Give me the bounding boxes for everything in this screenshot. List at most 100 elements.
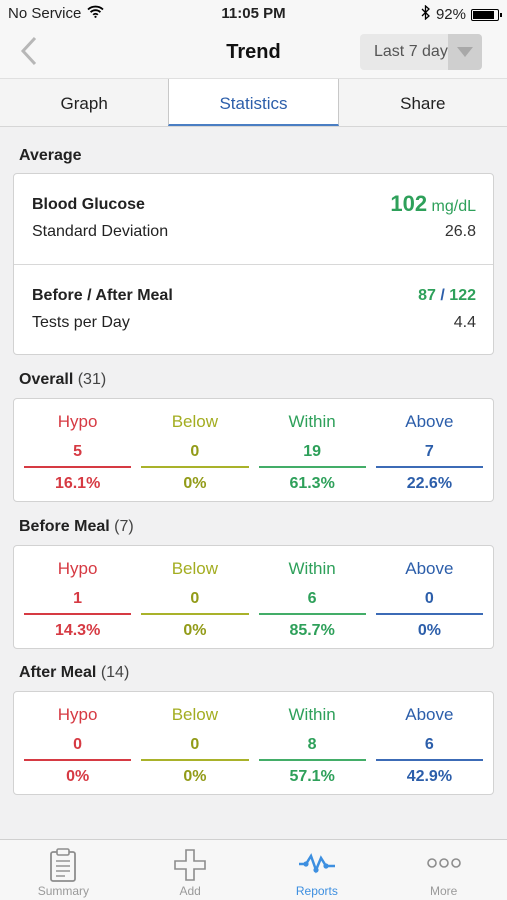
tab-bar-more-label: More [429,884,458,898]
before-meal-within-column: Within 6 85.7% [254,546,371,648]
std-dev-label: Standard Deviation [32,223,169,240]
before-meal-above-column: Above 0 0% [371,546,488,648]
tab-bar-reports[interactable]: Reports [254,840,381,900]
overall-above-count: 7 [424,443,434,460]
tab-bar-add-label: Add [179,884,201,898]
below-label: Below [171,705,219,724]
before-meal-label: Before Meal [19,518,110,535]
before-meal-average: 87 [418,287,436,304]
before-meal-card: Hypo 1 14.3% Below 0 0% Within 6 85.7% A… [13,545,494,649]
more-icon [426,848,462,883]
tab-bar-reports-label: Reports [295,884,338,898]
after-meal-below-count: 0 [190,736,200,753]
tab-graph[interactable]: Graph [60,94,108,113]
tab-bar-summary-label: Summary [37,884,90,898]
hypo-label: Hypo [57,705,98,724]
before-after-values: 87 / 122 [418,287,476,305]
before-meal-count: (7) [114,518,134,535]
before-after-label: Before / After Meal [32,287,173,304]
above-label: Above [405,705,454,724]
range-select[interactable]: Last 7 days [360,34,482,70]
overall-below-column: Below 0 0% [136,399,253,501]
tab-bar-summary[interactable]: Summary [0,840,127,900]
after-meal-above-column: Above 6 42.9% [371,692,488,794]
before-meal-hypo-column: Hypo 1 14.3% [19,546,136,648]
overall-above-column: Above 7 22.6% [371,399,488,501]
status-bar: No Service 11:05 PM 92% [0,0,507,28]
average-heading: Average [19,147,82,164]
before-meal-above-pct: 0% [417,622,441,639]
before-meal-above-count: 0 [424,590,434,607]
below-divider [141,759,249,761]
after-meal-hypo-pct: 0% [66,768,90,785]
before-after-row: Before / After Meal Tests per Day 87 / 1… [14,264,493,354]
within-label: Within [288,705,336,724]
overall-hypo-count: 5 [73,443,83,460]
below-divider [141,466,249,468]
overall-hypo-column: Hypo 5 16.1% [19,399,136,501]
before-meal-heading: Before Meal (7) [19,518,134,536]
hypo-divider [24,613,132,615]
before-meal-within-pct: 85.7% [289,622,335,639]
hypo-label: Hypo [57,412,98,431]
after-meal-within-pct: 57.1% [289,768,335,785]
above-divider [375,613,483,615]
after-meal-average: 122 [449,287,476,304]
before-meal-below-column: Below 0 0% [136,546,253,648]
above-divider [375,466,483,468]
std-dev-value: 26.8 [444,223,476,240]
back-chevron-icon[interactable] [20,36,38,70]
after-meal-card: Hypo 0 0% Below 0 0% Within 8 57.1% Abov… [13,691,494,795]
average-card: Blood Glucose Standard Deviation 102 mg/… [13,173,494,355]
overall-above-pct: 22.6% [406,475,453,492]
overall-below-count: 0 [190,443,200,460]
pulse-icon [297,848,337,883]
before-meal-below-pct: 0% [183,622,207,639]
overall-within-pct: 61.3% [289,475,335,492]
nav-bar: Trend Last 7 days [0,28,507,78]
above-divider [375,759,483,761]
wifi-icon [87,5,104,22]
overall-label: Overall [19,371,74,388]
hypo-divider [24,466,132,468]
hypo-label: Hypo [57,559,98,578]
dropdown-arrow-icon [448,34,482,70]
within-divider [258,466,366,468]
overall-heading: Overall (31) [19,371,106,389]
after-meal-label: After Meal [19,664,97,681]
tab-statistics[interactable]: Statistics [168,79,339,126]
before-meal-hypo-pct: 14.3% [54,622,101,639]
after-meal-heading: After Meal (14) [19,664,129,682]
blood-glucose-unit: mg/dL [431,198,476,215]
before-meal-below-count: 0 [190,590,200,607]
above-label: Above [405,412,454,431]
after-meal-hypo-column: Hypo 0 0% [19,692,136,794]
range-select-value: Last 7 days [374,43,456,60]
within-divider [258,759,366,761]
overall-card: Hypo 5 16.1% Below 0 0% Within 19 61.3% … [13,398,494,502]
below-label: Below [171,412,219,431]
tests-per-day-value: 4.4 [453,314,476,331]
bluetooth-icon [421,4,431,24]
bottom-tab-bar: Summary Add Reports More [0,839,507,900]
after-meal-above-count: 6 [424,736,434,753]
overall-hypo-pct: 16.1% [54,475,101,492]
blood-glucose-row: Blood Glucose Standard Deviation 102 mg/… [14,174,493,264]
tab-bar-add[interactable]: Add [127,840,254,900]
clipboard-icon [48,848,78,887]
within-divider [258,613,366,615]
tab-bar-more[interactable]: More [380,840,507,900]
after-meal-within-count: 8 [307,736,317,753]
after-meal-within-column: Within 8 57.1% [254,692,371,794]
blood-glucose-number: 102 [390,191,428,216]
overall-within-column: Within 19 61.3% [254,399,371,501]
hypo-divider [24,759,132,761]
segmented-tabs: Graph Statistics Share [0,78,507,127]
tests-per-day-label: Tests per Day [32,314,130,331]
overall-within-count: 19 [303,443,322,460]
after-meal-hypo-count: 0 [73,736,83,753]
overall-below-pct: 0% [183,475,207,492]
tab-share[interactable]: Share [400,94,446,113]
before-after-separator: / [440,287,445,304]
blood-glucose-value: 102 mg/dL [390,191,476,217]
